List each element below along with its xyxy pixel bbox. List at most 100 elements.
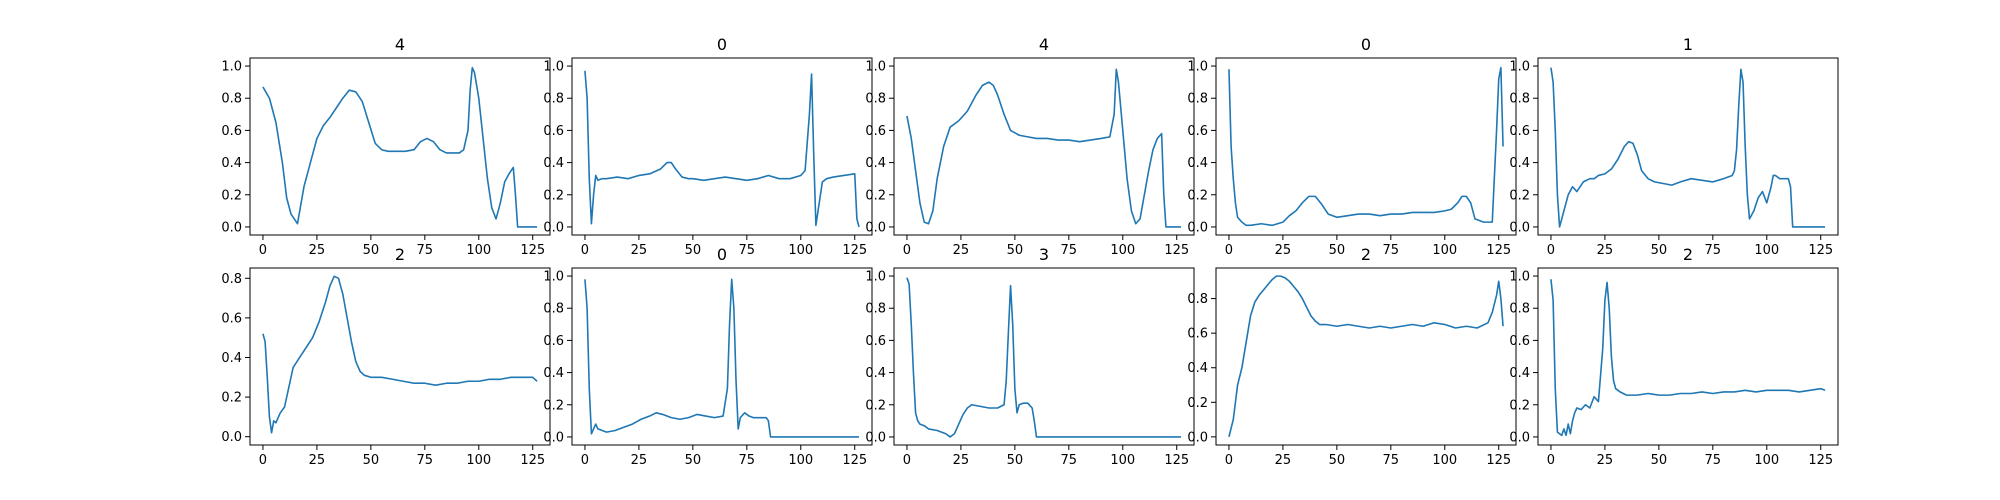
- x-tick-label: 100: [466, 453, 491, 468]
- y-tick-label: 0.4: [1187, 156, 1208, 171]
- x-tick-label: 50: [685, 243, 702, 258]
- y-tick-label: 0.4: [865, 366, 886, 381]
- y-tick-label: 0.2: [543, 398, 564, 413]
- y-tick-label: 0.8: [221, 92, 242, 107]
- series-line: [1228, 66, 1504, 227]
- y-tick-label: 0.2: [1509, 188, 1530, 203]
- subplot-5: 1 0 25 50 75 100 125 0.0 0.2 0.4 0.6 0.8 1.0: [1509, 35, 1839, 258]
- series-line: [584, 278, 860, 438]
- x-tick-label: 125: [520, 243, 545, 258]
- y-tick-label: 0.2: [865, 398, 886, 413]
- x-tick-label: 25: [309, 243, 326, 258]
- x-tick-label: 100: [1432, 243, 1457, 258]
- y-tick-label: 0.2: [221, 391, 242, 406]
- axes-frame: [249, 267, 551, 446]
- x-tick-label: 125: [1808, 243, 1833, 258]
- y-tick-label: 0.4: [1509, 156, 1530, 171]
- y-tick-label: 0.2: [1187, 396, 1208, 411]
- y-tick-label: 0.0: [1187, 220, 1208, 235]
- y-tick-label: 0.6: [221, 311, 242, 326]
- subplot-9: 2 0 25 50 75 100 125 0.0 0.2 0.4 0.6 0.8: [1187, 245, 1517, 468]
- y-tick-label: 0.6: [1509, 334, 1530, 349]
- x-tick-label: 100: [466, 243, 491, 258]
- x-tick-label: 50: [1329, 453, 1346, 468]
- subplot-title: 1: [1683, 35, 1693, 54]
- subplot-10: 2 0 25 50 75 100 125 0.0 0.2 0.4 0.6 0.8 1.0: [1509, 245, 1839, 468]
- x-tick-label: 50: [685, 453, 702, 468]
- x-tick-label: 25: [953, 243, 970, 258]
- y-tick-label: 1.0: [1509, 270, 1530, 285]
- subplot-2: 0 0 25 50 75 100 125 0.0 0.2 0.4 0.6 0.8 1.0: [543, 35, 873, 258]
- x-tick-label: 75: [739, 453, 756, 468]
- y-tick-label: 0.0: [221, 430, 242, 445]
- x-tick-label: 75: [1705, 453, 1722, 468]
- x-tick-label: 75: [417, 243, 434, 258]
- x-tick-label: 125: [842, 453, 867, 468]
- y-tick-label: 0.4: [1509, 366, 1530, 381]
- subplot-title: 2: [1361, 245, 1371, 264]
- x-tick-label: 25: [1275, 243, 1292, 258]
- y-tick-label: 1.0: [543, 60, 564, 75]
- x-tick-label: 100: [1110, 453, 1135, 468]
- y-tick-label: 0.0: [543, 430, 564, 445]
- y-tick-label: 0.8: [221, 272, 242, 287]
- x-tick-label: 50: [363, 243, 380, 258]
- y-tick-label: 0.6: [1187, 124, 1208, 139]
- y-tick-label: 0.4: [865, 156, 886, 171]
- x-tick-label: 100: [1432, 453, 1457, 468]
- x-tick-label: 75: [1383, 243, 1400, 258]
- x-tick-label: 75: [417, 453, 434, 468]
- axes-frame: [1537, 267, 1839, 446]
- y-tick-label: 1.0: [543, 270, 564, 285]
- axes-frame: [571, 57, 873, 236]
- x-tick-label: 50: [1007, 243, 1024, 258]
- y-tick-label: 0.4: [543, 156, 564, 171]
- x-tick-label: 0: [903, 243, 911, 258]
- subplot-title: 0: [717, 245, 727, 264]
- x-tick-label: 0: [1547, 243, 1555, 258]
- y-tick-label: 0.0: [543, 220, 564, 235]
- y-tick-label: 1.0: [865, 270, 886, 285]
- y-tick-label: 0.6: [1509, 124, 1530, 139]
- axes-frame: [893, 267, 1195, 446]
- y-tick-label: 0.8: [1187, 292, 1208, 307]
- subplot-4: 0 0 25 50 75 100 125 0.0 0.2 0.4 0.6 0.8 1.0: [1187, 35, 1517, 258]
- x-tick-label: 75: [739, 243, 756, 258]
- x-tick-label: 50: [1651, 243, 1668, 258]
- x-tick-label: 125: [1486, 453, 1511, 468]
- x-tick-label: 125: [1164, 453, 1189, 468]
- y-tick-label: 0.2: [865, 188, 886, 203]
- axes-frame: [249, 57, 551, 236]
- subplot-title: 2: [395, 245, 405, 264]
- x-tick-label: 50: [1007, 453, 1024, 468]
- x-tick-label: 25: [631, 243, 648, 258]
- y-tick-label: 0.8: [865, 302, 886, 317]
- subplot-title: 4: [395, 35, 405, 54]
- subplot-title: 2: [1683, 245, 1693, 264]
- y-tick-label: 0.6: [221, 124, 242, 139]
- subplot-8: 3 0 25 50 75 100 125 0.0 0.2 0.4 0.6 0.8 1.0: [865, 245, 1195, 468]
- y-tick-label: 1.0: [1187, 60, 1208, 75]
- axes-frame: [571, 267, 873, 446]
- y-tick-label: 0.2: [221, 188, 242, 203]
- x-tick-label: 50: [1651, 453, 1668, 468]
- x-tick-label: 0: [1225, 243, 1233, 258]
- x-tick-label: 0: [1225, 453, 1233, 468]
- series-line: [584, 70, 860, 228]
- y-tick-label: 0.0: [221, 220, 242, 235]
- y-tick-label: 0.8: [1509, 92, 1530, 107]
- y-tick-label: 0.2: [1509, 398, 1530, 413]
- x-tick-label: 50: [363, 453, 380, 468]
- y-tick-label: 0.8: [865, 92, 886, 107]
- subplot-1: 4 0 25 50 75 100 125 0.0 0.2 0.4 0.6 0.8 1.0: [221, 35, 551, 258]
- series-line: [906, 277, 1182, 438]
- y-tick-label: 0.6: [865, 334, 886, 349]
- subplot-6: 2 0 25 50 75 100 125 0.0 0.2 0.4 0.6 0.8: [221, 245, 551, 468]
- subplot-title: 0: [1361, 35, 1371, 54]
- y-tick-label: 0.8: [1509, 302, 1530, 317]
- y-tick-label: 0.0: [865, 220, 886, 235]
- subplot-title: 3: [1039, 245, 1049, 264]
